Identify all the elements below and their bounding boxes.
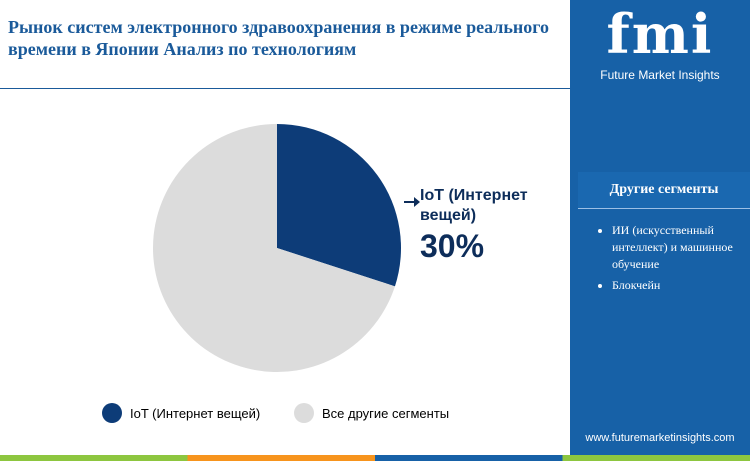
segment-item: Блокчейн [612, 277, 750, 294]
pie-slice [277, 124, 401, 287]
chart-title: Рынок систем электронного здравоохранени… [8, 17, 549, 59]
website: www.futuremarketinsights.com [585, 432, 735, 444]
value-label: 30% [420, 228, 485, 264]
pie-slice [153, 124, 395, 372]
title-rule [0, 88, 570, 89]
segment-item: ИИ (искусственный интеллект) и машинное … [612, 222, 750, 273]
segment-list: ИИ (искусственный интеллект) и машинное … [594, 222, 750, 298]
sidebar: fmi Future Market Insights Другие сегмен… [570, 0, 750, 455]
sidebar-heading: Другие сегменты [578, 172, 750, 209]
legend-label: IoT (Интернет вещей) [130, 406, 260, 421]
legend-swatch [294, 403, 314, 423]
color-strip [0, 455, 750, 461]
chart: IoT (Интернет вещей) Все другие сегменты [102, 124, 449, 423]
legend-label: Все другие сегменты [322, 406, 449, 421]
legend-swatch [102, 403, 122, 423]
logo: fmi [606, 2, 714, 66]
callout-arrow [414, 197, 420, 207]
brand: Future Market Insights [600, 68, 720, 82]
slice-label: IoT (Интернет вещей) [420, 187, 528, 224]
